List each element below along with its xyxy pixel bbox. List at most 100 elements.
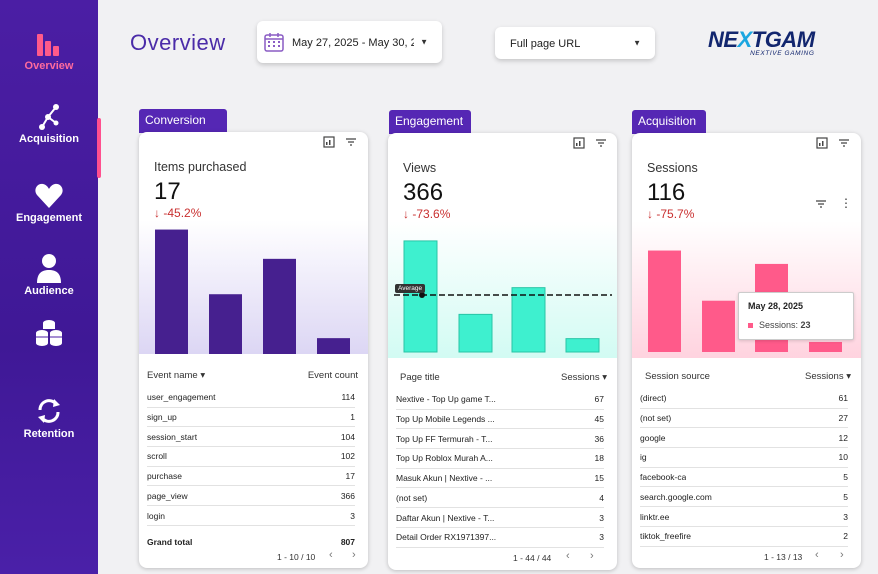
prev-page-button[interactable]: ‹ <box>815 549 819 561</box>
table-row[interactable]: Top Up Roblox Murah A... 18 <box>396 449 604 469</box>
person-icon <box>37 254 61 283</box>
chart-bar[interactable] <box>511 287 546 353</box>
date-range-picker[interactable]: May 27, 2025 - May 30, 20: ▼ <box>257 21 442 63</box>
table-row[interactable]: Top Up FF Termurah - T... 36 <box>396 429 604 450</box>
row-label: linktr.ee <box>640 511 670 522</box>
row-value: 67 <box>594 394 604 405</box>
table-row[interactable]: Nextive - Top Up game T... 67 <box>396 390 604 410</box>
table-row[interactable]: ig 10 <box>640 448 848 468</box>
row-value: 366 <box>340 490 355 501</box>
row-label: Masuk Akun | Nextive - ... <box>396 473 493 484</box>
grand-total-row: Grand total 807 <box>147 532 355 552</box>
pagination-label: 1 - 10 / 10 <box>277 552 316 562</box>
metric-delta: ↓ -75.7% <box>647 207 695 221</box>
row-value: 36 <box>594 433 604 444</box>
conversion-chart-area <box>139 220 368 354</box>
table-row[interactable]: Top Up Mobile Legends ... 45 <box>396 410 604 430</box>
chart-bar[interactable] <box>565 338 600 353</box>
table-row[interactable]: facebook-ca 5 <box>640 468 848 488</box>
tab-acquisition: Acquisition <box>632 110 706 134</box>
filter-icon[interactable] <box>345 136 357 148</box>
metric-label: Items purchased <box>154 160 247 174</box>
nav-retention[interactable]: Retention <box>0 396 98 440</box>
grand-total-value: 807 <box>340 536 355 547</box>
filter-icon[interactable] <box>595 137 607 149</box>
row-value: 61 <box>838 393 848 404</box>
table-row[interactable]: session_start 104 <box>147 427 355 448</box>
chart-bar[interactable] <box>458 313 493 353</box>
chart-settings-icon[interactable] <box>816 137 828 149</box>
table-row[interactable]: google 12 <box>640 428 848 449</box>
prev-page-button[interactable]: ‹ <box>329 549 333 561</box>
nav-label: Retention <box>23 428 75 440</box>
metric-value: 366 <box>403 179 444 206</box>
row-label: user_engagement <box>147 392 216 403</box>
next-page-button[interactable]: › <box>590 550 594 562</box>
tooltip-date: May 28, 2025 <box>748 301 804 311</box>
chart-bar[interactable] <box>209 294 242 354</box>
table-row[interactable]: search.google.com 5 <box>640 488 848 508</box>
date-range-value: May 27, 2025 - May 30, 20: <box>292 37 414 49</box>
table-row[interactable]: (not set) 27 <box>640 409 848 429</box>
row-value: 3 <box>350 510 355 521</box>
table-row[interactable]: Masuk Akun | Nextive - ... 15 <box>396 469 604 489</box>
table-row[interactable]: page_view 366 <box>147 487 355 507</box>
prev-page-button[interactable]: ‹ <box>566 550 570 562</box>
pagination-label: 1 - 13 / 13 <box>764 552 803 562</box>
row-value: 17 <box>345 471 355 482</box>
chart-bar[interactable] <box>403 240 438 353</box>
nav-overview[interactable]: Overview <box>0 34 98 72</box>
url-filter-dropdown[interactable]: Full page URL ▼ <box>495 27 655 59</box>
filter-icon[interactable] <box>815 199 827 209</box>
nav-coins[interactable] <box>0 318 98 350</box>
row-value: 12 <box>838 432 848 443</box>
col-header[interactable]: Sessions ▾ <box>805 371 851 382</box>
col-header[interactable]: Page title <box>400 372 440 383</box>
row-value: 5 <box>843 491 848 502</box>
chart-bar[interactable] <box>155 229 188 354</box>
row-label: sign_up <box>147 412 177 423</box>
filter-icon[interactable] <box>838 137 850 149</box>
col-header[interactable]: Event name ▾ <box>147 370 206 381</box>
nav-engagement[interactable]: Engagement <box>0 182 98 224</box>
table-row[interactable]: user_engagement 114 <box>147 388 355 408</box>
network-icon <box>39 104 59 130</box>
table-row[interactable]: Detail Order RX1971397... 3 <box>396 528 604 548</box>
col-header[interactable]: Sessions ▾ <box>561 372 607 383</box>
table-row[interactable]: (not set) 4 <box>396 489 604 509</box>
col-header[interactable]: Event count <box>307 370 358 381</box>
average-point <box>419 291 425 298</box>
chart-bar[interactable] <box>263 258 296 354</box>
grand-total-label: Grand total <box>147 536 193 547</box>
engagement-chart-area <box>388 221 617 358</box>
table-row[interactable]: tiktok_freefire 2 <box>640 527 848 547</box>
chart-bar[interactable] <box>317 338 350 354</box>
table-row[interactable]: login 3 <box>147 506 355 526</box>
row-label: Daftar Akun | Nextive - T... <box>396 512 495 523</box>
more-vert-icon[interactable]: ⋮ <box>840 196 852 210</box>
nav-audience[interactable]: Audience <box>0 253 98 297</box>
table-row[interactable]: scroll 102 <box>147 447 355 467</box>
brand-logo: NEXTGAM NEXTIVE GAMING <box>708 27 815 58</box>
nav-acquisition[interactable]: Acquisition <box>0 103 98 145</box>
table-row[interactable]: Daftar Akun | Nextive - T... 3 <box>396 508 604 528</box>
row-label: Nextive - Top Up game T... <box>396 394 496 405</box>
chart-bar[interactable] <box>809 341 842 352</box>
metric-value: 116 <box>647 179 686 206</box>
table-row[interactable]: linktr.ee 3 <box>640 507 848 527</box>
next-page-button[interactable]: › <box>352 549 356 561</box>
table-row[interactable]: sign_up 1 <box>147 408 355 428</box>
engagement-bar-chart <box>394 240 612 353</box>
next-page-button[interactable]: › <box>840 549 844 561</box>
row-value: 2 <box>843 531 848 542</box>
row-label: purchase <box>147 471 182 482</box>
chart-settings-icon[interactable] <box>323 136 335 148</box>
chart-bar[interactable] <box>648 250 681 352</box>
chart-bar[interactable] <box>702 300 735 352</box>
metric-delta: ↓ -45.2% <box>154 206 202 220</box>
tab-engagement: Engagement <box>389 110 471 134</box>
table-row[interactable]: (direct) 61 <box>640 389 848 409</box>
col-header[interactable]: Session source <box>645 371 710 382</box>
table-row[interactable]: purchase 17 <box>147 467 355 487</box>
chart-settings-icon[interactable] <box>573 137 585 149</box>
